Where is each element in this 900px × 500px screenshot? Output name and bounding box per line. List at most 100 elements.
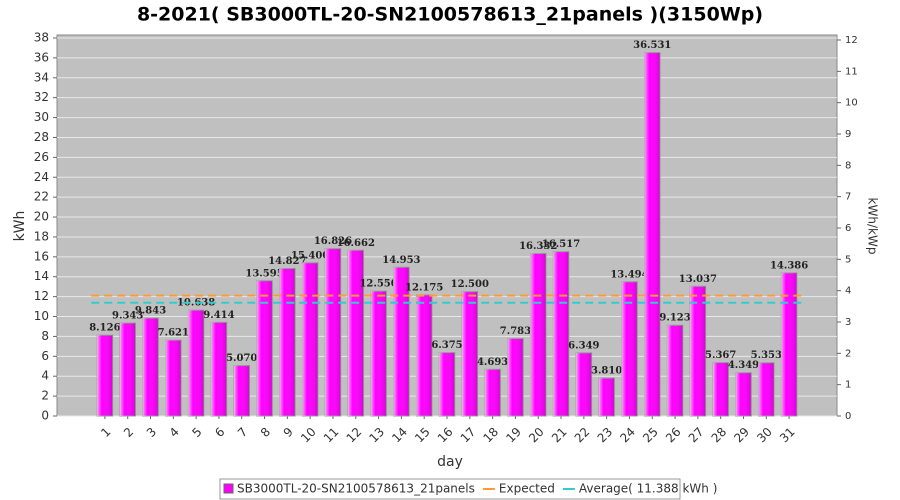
y2-axis-label: kWh/kWp <box>866 198 880 255</box>
bar <box>96 334 114 417</box>
y-tick-label: 2 <box>41 389 49 403</box>
value-label: 16.826 <box>314 236 352 247</box>
value-label: 14.827 <box>268 256 306 267</box>
x-tick-label: 18 <box>481 425 502 446</box>
bar <box>780 272 798 417</box>
y-tick-label: 18 <box>34 229 49 243</box>
bar <box>301 262 319 417</box>
y-tick-label: 16 <box>34 249 49 263</box>
y2-tick-label: 11 <box>845 66 858 77</box>
y2-tick-label: 6 <box>845 223 851 234</box>
x-tick-label: 31 <box>777 425 798 446</box>
value-label: 9.343 <box>112 311 143 322</box>
bar <box>712 362 729 417</box>
x-tick-label: 4 <box>167 425 182 440</box>
chart-title: 8-2021( SB3000TL-20-SN2100578613_21panel… <box>137 4 763 26</box>
value-label: 7.783 <box>500 326 531 337</box>
x-tick-label: 6 <box>212 425 227 440</box>
y-tick-label: 26 <box>34 150 49 164</box>
legend-swatch <box>223 483 234 494</box>
bar <box>484 368 501 417</box>
x-tick-label: 29 <box>731 425 752 446</box>
y-axis-label: kWh <box>12 211 28 242</box>
value-label: 7.621 <box>158 328 189 339</box>
bar <box>461 291 479 417</box>
y2-tick-label: 7 <box>845 192 851 203</box>
value-label: 13.595 <box>245 268 283 279</box>
y2-tick-label: 12 <box>845 35 858 46</box>
x-tick-label: 2 <box>121 425 136 440</box>
y-tick-label: 12 <box>34 289 49 303</box>
y-tick-label: 4 <box>41 369 49 383</box>
value-label: 13.037 <box>679 274 717 285</box>
value-label: 6.349 <box>568 340 599 351</box>
bar <box>666 324 684 417</box>
x-tick-label: 7 <box>235 425 250 440</box>
value-label: 3.810 <box>591 366 622 377</box>
bar <box>529 253 547 417</box>
bar <box>575 352 593 417</box>
x-tick-label: 11 <box>321 425 342 446</box>
y2-tick-label: 3 <box>845 317 851 328</box>
x-tick-label: 27 <box>686 425 707 446</box>
value-label: 12.500 <box>451 279 489 290</box>
value-label: 12.175 <box>405 282 443 293</box>
x-tick-label: 15 <box>412 425 433 446</box>
y-tick-label: 0 <box>41 409 49 423</box>
y-tick-label: 30 <box>34 110 49 124</box>
x-tick-label: 28 <box>709 425 730 446</box>
y-tick-label: 36 <box>34 50 49 64</box>
y-tick-label: 38 <box>34 30 49 44</box>
value-label: 9.123 <box>659 313 690 324</box>
x-tick-label: 9 <box>281 425 296 440</box>
x-tick-label: 24 <box>617 425 638 446</box>
x-tick-label: 5 <box>189 425 204 440</box>
y-tick-label: 20 <box>34 210 49 224</box>
value-label: 9.843 <box>135 306 166 317</box>
bar <box>758 362 775 417</box>
value-label: 5.367 <box>705 350 736 361</box>
y2-tick-label: 8 <box>845 160 851 171</box>
bar <box>324 248 342 417</box>
value-label: 12.550 <box>359 279 397 290</box>
value-label: 4.693 <box>477 357 508 368</box>
x-tick-label: 23 <box>595 425 616 446</box>
x-tick-label: 14 <box>389 425 410 446</box>
y2-tick-label: 0 <box>845 411 851 422</box>
bar <box>187 309 205 417</box>
bar <box>598 377 615 417</box>
value-label: 9.414 <box>203 310 234 321</box>
y2-tick-label: 2 <box>845 348 851 359</box>
value-label: 4.349 <box>728 360 759 371</box>
bar <box>256 280 273 417</box>
value-label: 5.353 <box>751 350 782 361</box>
value-label: 5.070 <box>226 353 257 364</box>
bar <box>438 352 456 417</box>
bar <box>689 285 707 417</box>
y-tick-label: 8 <box>41 329 49 343</box>
value-label: 14.953 <box>382 255 420 266</box>
y2-tick-label: 5 <box>845 254 851 265</box>
bar <box>370 290 387 417</box>
x-axis-label: day <box>437 454 463 470</box>
x-tick-label: 21 <box>549 425 570 446</box>
bar <box>552 251 570 417</box>
x-tick-label: 16 <box>435 425 456 446</box>
value-label: 16.517 <box>542 239 580 250</box>
x-tick-label: 26 <box>663 425 684 446</box>
bar <box>165 339 182 417</box>
y-tick-label: 22 <box>34 190 49 204</box>
value-label: 15.400 <box>291 250 329 261</box>
x-tick-label: 30 <box>754 425 775 446</box>
bar <box>142 317 159 417</box>
y2-tick-label: 10 <box>845 98 858 109</box>
x-tick-label: 13 <box>366 425 387 446</box>
x-tick-label: 22 <box>572 425 593 446</box>
value-label: 6.375 <box>431 340 462 351</box>
value-label: 8.126 <box>89 323 120 334</box>
value-label: 14.386 <box>770 260 808 271</box>
x-tick-label: 19 <box>503 425 524 446</box>
bar <box>233 365 250 417</box>
bar <box>119 322 136 417</box>
